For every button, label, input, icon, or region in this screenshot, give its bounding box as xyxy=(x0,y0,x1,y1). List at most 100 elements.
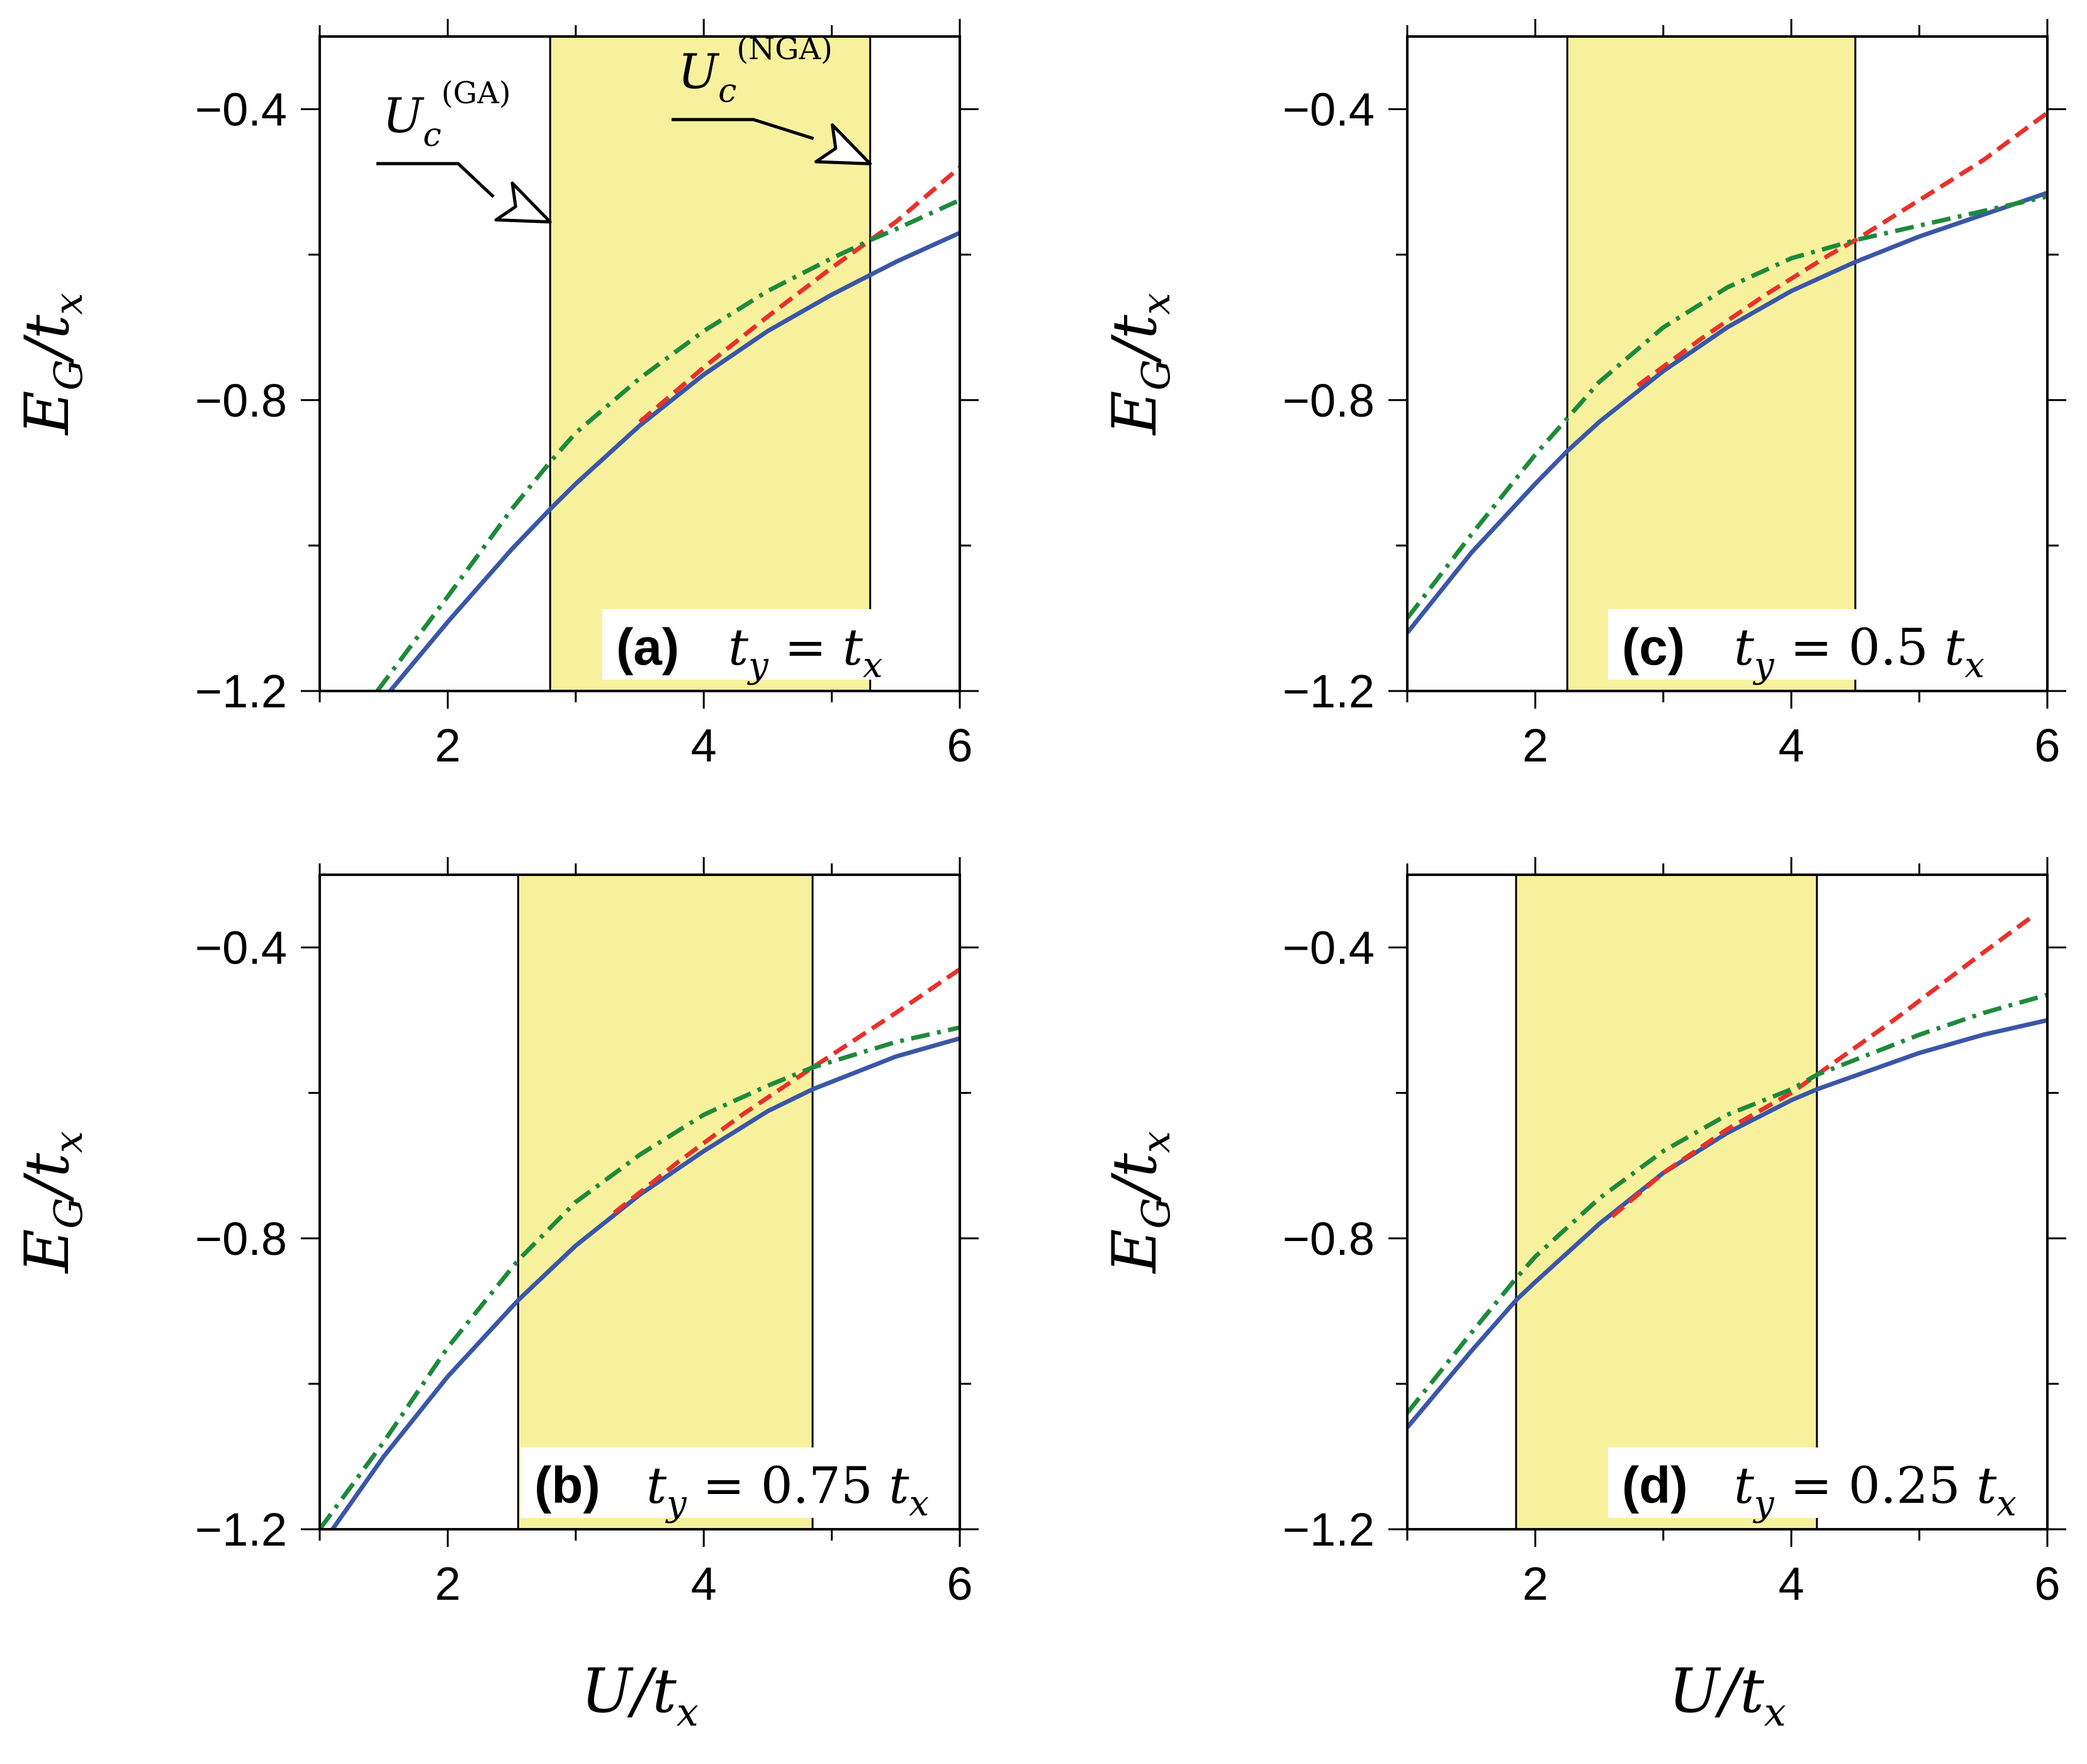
y-title-rest-sub: x xyxy=(1133,293,1179,315)
series-line-nga xyxy=(1636,111,2047,388)
series-line-ga xyxy=(1407,992,2047,1415)
eq-op: = xyxy=(768,618,843,677)
y-title-rest-sub: x xyxy=(45,1131,91,1153)
panel-d: (d) ty = 0.25 tx2 4 6−0.4−0.8−1.2EG/txU/tx xyxy=(1100,857,2066,1735)
y-title-rest-sub: x xyxy=(45,293,91,315)
x-title-main: U/t xyxy=(581,1656,677,1726)
annotation-arrowhead xyxy=(494,181,552,224)
series-line-nga xyxy=(612,967,960,1215)
y-tick-label: −0.8 xyxy=(1283,1213,1375,1265)
y-title-sub: G xyxy=(1133,1198,1179,1229)
y-title-rest-sub: x xyxy=(1133,1131,1179,1153)
plot-frame xyxy=(318,35,961,692)
eq-lhs: t xyxy=(646,1456,667,1515)
y-title-rest: /t xyxy=(12,1153,82,1203)
eq-lhs: t xyxy=(728,618,749,677)
x-tick-label: 6 xyxy=(2034,719,2060,772)
y-axis-title: EG/tx xyxy=(12,1131,91,1274)
y-tick-label: −0.4 xyxy=(1283,922,1375,974)
ann-sub-letter: c xyxy=(718,72,736,110)
y-tick-label: −1.2 xyxy=(195,1503,287,1556)
y-title-sub: G xyxy=(1133,359,1179,391)
series-group xyxy=(1407,913,2047,1429)
y-tick-label: −1.2 xyxy=(195,665,287,717)
panel-equation: ty = 0.5 tx xyxy=(1734,618,1984,686)
series-line-exact xyxy=(388,230,960,691)
critical-u-annotation: Uc(NGA) xyxy=(672,31,872,166)
eq-lhs-sub: y xyxy=(746,645,769,686)
y-tick-label: −0.8 xyxy=(195,1213,287,1265)
annotation-label: Uc(NGA) xyxy=(678,31,833,110)
y-tick-label: −0.4 xyxy=(195,84,287,136)
x-tick-label: 6 xyxy=(947,1558,972,1610)
panel-equation: ty = tx xyxy=(728,618,882,686)
eq-coef: 0.25 xyxy=(1848,1456,1977,1515)
eq-lhs-sub: y xyxy=(1752,1483,1775,1524)
series-line-exact xyxy=(1407,191,2047,634)
panel-tag: (b) xyxy=(534,1457,600,1514)
annotation-leader xyxy=(376,162,495,198)
x-axis-title: U/tx xyxy=(581,1656,699,1735)
y-title-main: E xyxy=(1100,1229,1170,1274)
y-title-main: E xyxy=(12,1229,82,1274)
eq-rhs: t xyxy=(843,618,863,677)
y-tick-label: −0.8 xyxy=(1283,374,1375,427)
panel-c: (c) ty = 0.5 tx2 4 6−0.4−0.8−1.2EG/tx xyxy=(1100,19,2066,772)
panel-label-box xyxy=(520,1447,955,1518)
x-tick-label: 6 xyxy=(947,719,972,772)
eq-coef: 0.5 xyxy=(1848,618,1945,677)
eq-lhs: t xyxy=(1734,618,1755,677)
x-tick-label: 4 xyxy=(1779,1558,1804,1610)
panel-tag: (c) xyxy=(1622,619,1685,676)
x-tick-label: 4 xyxy=(691,719,717,772)
y-title-sub: G xyxy=(45,359,91,391)
y-axis-title: EG/tx xyxy=(12,293,91,436)
panel-equation: ty = 0.75 tx xyxy=(646,1456,929,1524)
panel-label-box xyxy=(602,609,955,680)
critical-band xyxy=(1567,37,1855,691)
annotation-label: Uc(GA) xyxy=(383,76,511,154)
ann-main-letter: U xyxy=(678,43,720,99)
series-group xyxy=(1407,111,2047,634)
eq-op: = xyxy=(687,1456,761,1515)
eq-lhs: t xyxy=(1734,1456,1755,1515)
plot-frame xyxy=(1406,35,2049,692)
y-tick-label: −1.2 xyxy=(1283,665,1375,717)
x-title-sub: x xyxy=(1764,1689,1786,1735)
y-axis-title: EG/tx xyxy=(1100,1131,1179,1274)
eq-lhs-sub: y xyxy=(665,1483,687,1524)
eq-rhs: t xyxy=(889,1456,909,1515)
series-line-ga xyxy=(320,1025,960,1529)
eq-rhs-sub: x xyxy=(909,1483,929,1524)
panel-tag: (a) xyxy=(616,619,679,676)
series-group xyxy=(320,967,960,1529)
y-title-sub: G xyxy=(45,1198,91,1229)
series-line-ga xyxy=(1407,194,2047,620)
y-tick-label: −1.2 xyxy=(1283,1503,1375,1556)
annotation-arrowhead xyxy=(814,123,872,166)
plot-frame xyxy=(1406,874,2049,1531)
panel-b: (b) ty = 0.75 tx2 4 6−0.4−0.8−1.2EG/txU/tx xyxy=(12,857,979,1735)
y-title-main: E xyxy=(1100,391,1170,436)
x-title-sub: x xyxy=(677,1689,699,1735)
eq-op: = xyxy=(1774,1456,1848,1515)
eq-rhs: t xyxy=(1976,1456,1997,1515)
y-title-rest: /t xyxy=(1100,1153,1170,1203)
x-tick-label: 2 xyxy=(435,1558,461,1610)
y-title-rest: /t xyxy=(12,315,82,364)
eq-op: = xyxy=(1774,618,1848,677)
ann-sub-letter: c xyxy=(423,116,441,154)
eq-rhs-sub: x xyxy=(1996,1483,2017,1524)
plot-frame xyxy=(318,874,961,1531)
eq-coef: 0.75 xyxy=(761,1456,889,1515)
x-tick-label: 2 xyxy=(435,719,461,772)
y-tick-label: −0.4 xyxy=(1283,84,1375,136)
x-title-main: U/t xyxy=(1668,1656,1764,1726)
critical-band xyxy=(518,875,813,1529)
panel-label-box xyxy=(1608,609,2042,680)
y-axis-title: EG/tx xyxy=(1100,293,1179,436)
ann-main-letter: U xyxy=(383,87,425,143)
